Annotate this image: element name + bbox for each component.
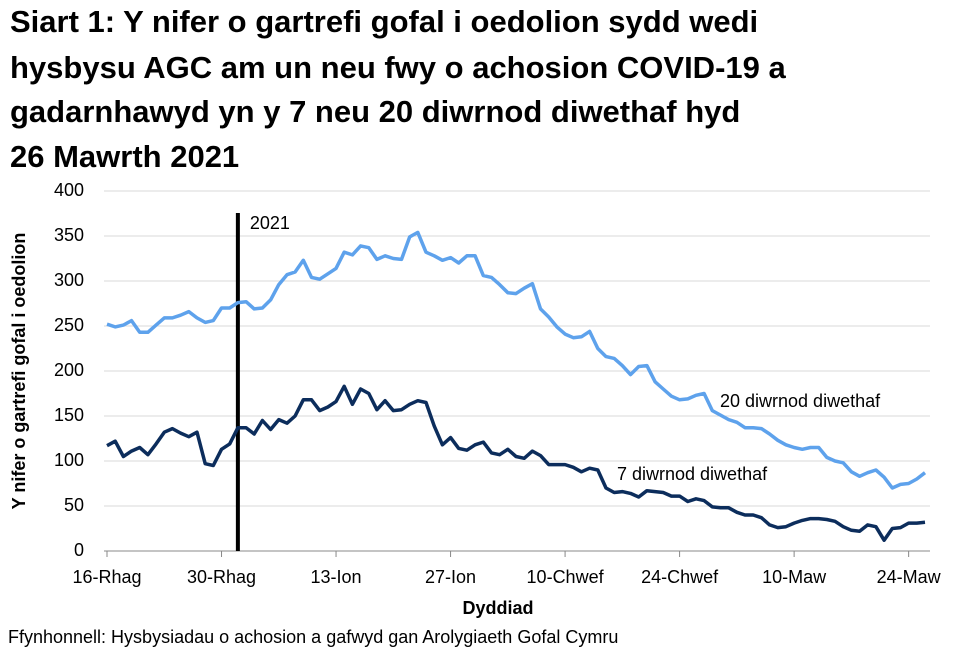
x-tick-label: 30-Rhag <box>187 567 256 587</box>
data-line <box>106 384 926 542</box>
y-tick-label: 400 <box>54 180 84 200</box>
y-tick-label: 200 <box>54 360 84 380</box>
x-tick-label: 27-Ion <box>425 567 476 587</box>
chart-title: 26 Mawrth 2021 <box>10 139 239 174</box>
source: Ffynhonnell: Hysbysiadau o achosion a ga… <box>8 627 618 647</box>
x-axis-label: Dyddiad <box>462 598 533 618</box>
x-tick-label: 16-Rhag <box>72 567 141 587</box>
y-tick-label: 0 <box>74 540 84 560</box>
data-line <box>106 230 927 490</box>
y-tick-label: 250 <box>54 315 84 335</box>
x-tick-label: 13-Ion <box>311 567 362 587</box>
y-tick-label: 100 <box>54 450 84 470</box>
chart-title: hysbysu AGC am un neu fwy o achosion COV… <box>10 50 786 85</box>
x-tick-label: 24-Maw <box>877 567 942 587</box>
annotation: 2021 <box>250 213 290 233</box>
y-tick-label: 50 <box>64 495 84 515</box>
y-tick-label: 150 <box>54 405 84 425</box>
y-tick-label: 300 <box>54 270 84 290</box>
x-tick-label: 24-Chwef <box>641 567 719 587</box>
chart-title: gadarnhawyd yn y 7 neu 20 diwrnod diweth… <box>10 94 740 129</box>
y-tick-label: 350 <box>54 225 84 245</box>
series-label: 7 diwrnod diwethaf <box>617 464 768 484</box>
y-axis-label: Y nifer o gartrefi gofal i oedolion <box>9 233 29 510</box>
series-label: 20 diwrnod diwethaf <box>720 391 881 411</box>
chart-title: Siart 1: Y nifer o gartrefi gofal i oedo… <box>10 4 758 39</box>
x-tick-label: 10-Chwef <box>527 567 605 587</box>
x-tick-label: 10-Maw <box>762 567 827 587</box>
